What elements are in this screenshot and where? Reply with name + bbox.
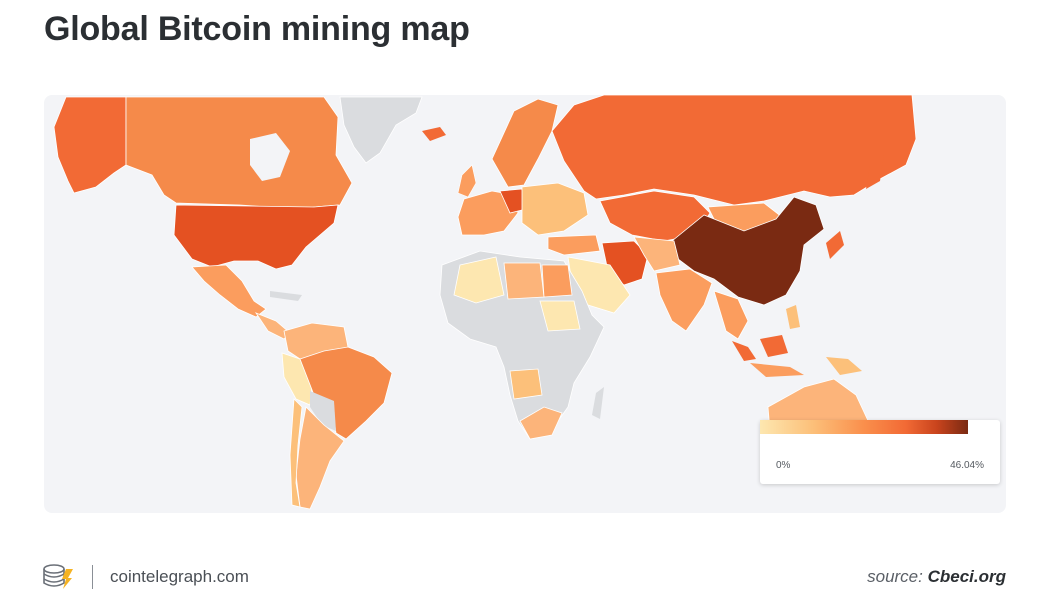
region-malaysia[interactable]: [732, 341, 756, 361]
footer: cointelegraph.com source: Cbeci.org: [0, 555, 1050, 595]
legend-min-label: 0%: [776, 460, 791, 471]
region-indonesia[interactable]: [750, 363, 804, 377]
region-egypt[interactable]: [541, 264, 573, 298]
region-iceland[interactable]: [422, 127, 446, 141]
region-chile[interactable]: [289, 398, 303, 508]
region-turkey[interactable]: [547, 234, 601, 256]
region-south-africa[interactable]: [519, 406, 563, 440]
region-canada[interactable]: [125, 96, 353, 214]
region-philippines[interactable]: [786, 305, 800, 329]
region-india[interactable]: [655, 268, 713, 332]
region-japan-north[interactable]: [866, 155, 884, 189]
legend-max-label: 46.04%: [950, 460, 984, 471]
region-southeast-asia[interactable]: [713, 290, 749, 340]
page-title: Global Bitcoin mining map: [44, 10, 470, 48]
region-central-asia[interactable]: [633, 236, 681, 272]
region-sudan[interactable]: [539, 300, 581, 332]
region-new-guinea[interactable]: [826, 357, 862, 375]
region-madagascar[interactable]: [592, 387, 604, 419]
footer-divider: [92, 565, 93, 589]
source-credit: source: Cbeci.org: [867, 567, 1006, 587]
source-name[interactable]: Cbeci.org: [927, 567, 1006, 586]
region-western-europe[interactable]: [457, 190, 519, 236]
region-argentina[interactable]: [295, 406, 345, 510]
source-prefix: source:: [867, 567, 928, 586]
region-russia[interactable]: [551, 95, 917, 206]
cointelegraph-coins-icon: [43, 564, 73, 589]
region-mexico[interactable]: [191, 264, 267, 318]
region-libya[interactable]: [503, 262, 545, 300]
brand-link[interactable]: cointelegraph.com: [110, 567, 249, 586]
legend-gradient: [760, 420, 968, 434]
region-alaska[interactable]: [53, 96, 127, 194]
region-greenland[interactable]: [339, 96, 423, 164]
region-united-states[interactable]: [173, 204, 339, 270]
region-eastern-europe[interactable]: [521, 182, 589, 236]
map-legend: 0% 46.04%: [760, 420, 1000, 484]
region-algeria[interactable]: [453, 256, 505, 304]
region-borneo[interactable]: [760, 335, 788, 357]
world-map: 0% 46.04%: [44, 95, 1006, 513]
region-uk[interactable]: [457, 164, 477, 198]
region-scandinavia[interactable]: [491, 98, 559, 188]
region-japan[interactable]: [826, 231, 844, 259]
region-angola[interactable]: [509, 368, 543, 400]
region-china[interactable]: [671, 196, 825, 306]
